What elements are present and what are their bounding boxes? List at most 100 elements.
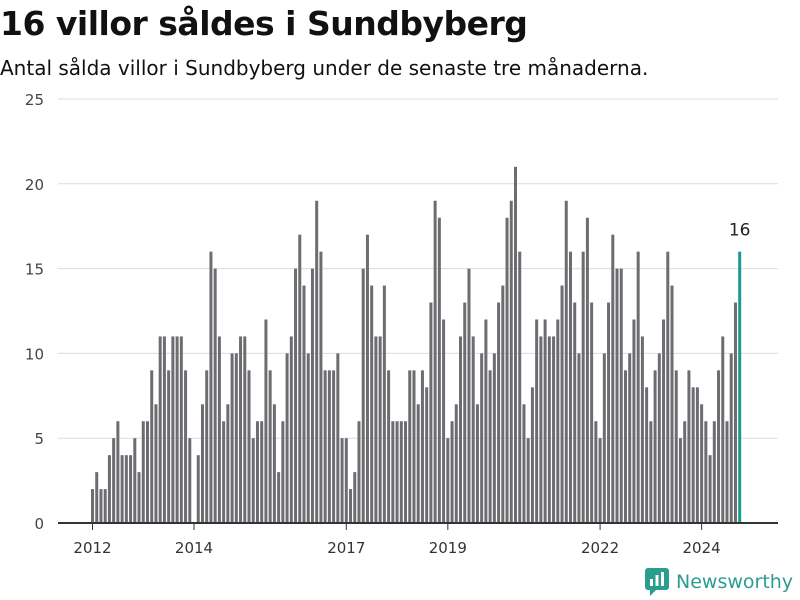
- bar: [454, 404, 458, 523]
- bar: [514, 166, 517, 523]
- bar: [497, 302, 501, 523]
- bar: [179, 336, 183, 523]
- bar: [560, 285, 564, 523]
- bar: [585, 217, 589, 523]
- bar: [336, 353, 340, 523]
- bar: [564, 200, 568, 523]
- y-tick-label: 20: [25, 176, 44, 194]
- bar: [395, 421, 399, 523]
- bar: [619, 268, 623, 523]
- bar: [196, 455, 200, 523]
- x-tick-label: 2022: [581, 539, 619, 557]
- x-tick-label: 2024: [683, 539, 721, 557]
- bar: [556, 319, 560, 523]
- bar: [552, 336, 556, 523]
- bar: [141, 421, 145, 523]
- bar: [255, 421, 259, 523]
- bar: [459, 336, 463, 523]
- bar: [162, 336, 166, 523]
- bar: [687, 370, 691, 523]
- bar: [590, 302, 594, 523]
- bar: [425, 387, 429, 523]
- bar: [382, 285, 386, 523]
- bar: [268, 370, 272, 523]
- brand-name: Newsworthy: [676, 571, 794, 593]
- bar: [120, 455, 124, 523]
- bar: [467, 268, 471, 523]
- bar: [302, 285, 306, 523]
- newsworthy-logo-icon: [645, 568, 669, 596]
- bar: [272, 404, 276, 523]
- bar: [340, 438, 344, 523]
- bar: [145, 421, 149, 523]
- bar: [222, 421, 226, 523]
- bar: [95, 472, 99, 523]
- bar: [289, 336, 293, 523]
- bar: [361, 268, 365, 523]
- bar: [294, 268, 298, 523]
- bar: [645, 387, 649, 523]
- bar: [277, 472, 281, 523]
- bar: [463, 302, 467, 523]
- y-tick-label: 5: [34, 430, 44, 448]
- bar: [598, 438, 602, 523]
- bar: [535, 319, 539, 523]
- bar: [518, 251, 522, 523]
- bar: [188, 438, 192, 523]
- bar: [437, 217, 441, 523]
- bar: [315, 200, 319, 523]
- bar: [150, 370, 154, 523]
- y-tick-label: 25: [25, 91, 44, 109]
- bar: [399, 421, 403, 523]
- bar: [416, 404, 420, 523]
- x-tick-label: 2012: [73, 539, 111, 557]
- bar: [712, 421, 716, 523]
- bar: [298, 234, 302, 523]
- bar: [683, 421, 687, 523]
- bar: [243, 336, 247, 523]
- bar: [636, 251, 640, 523]
- bar: [213, 268, 217, 523]
- bar: [99, 489, 103, 523]
- bar: [349, 489, 353, 523]
- bar: [539, 336, 543, 523]
- bar: [721, 336, 725, 523]
- bar: [327, 370, 331, 523]
- bar: [632, 319, 636, 523]
- bar: [175, 336, 179, 523]
- bar: [522, 404, 526, 523]
- bar: [657, 353, 661, 523]
- bar: [209, 251, 213, 523]
- bar: [154, 404, 158, 523]
- bar: [103, 489, 107, 523]
- bar: [729, 353, 733, 523]
- bar: [107, 455, 111, 523]
- bar: [251, 438, 255, 523]
- bar: [420, 370, 424, 523]
- bar: [446, 438, 450, 523]
- bar: [124, 455, 128, 523]
- bar: [691, 387, 695, 523]
- bar: [129, 455, 133, 523]
- bar: [543, 319, 547, 523]
- bar: [260, 421, 264, 523]
- bar: [319, 251, 323, 523]
- bar: [91, 489, 94, 523]
- bar: [704, 421, 708, 523]
- bar: [594, 421, 598, 523]
- bar-chart: 0 5 10 15 20 25 16 2012 2014 2017 2019 2022 2024: [25, 91, 778, 557]
- bar: [306, 353, 310, 523]
- bar: [217, 336, 221, 523]
- bar: [370, 285, 374, 523]
- bar: [581, 251, 585, 523]
- bar: [323, 370, 327, 523]
- bar: [200, 404, 204, 523]
- bar: [611, 234, 615, 523]
- bar: [607, 302, 611, 523]
- data-label: 16: [729, 221, 751, 241]
- bar: [374, 336, 378, 523]
- page-title: 16 villor såldes i Sundbyberg: [0, 4, 528, 43]
- bar: [353, 472, 357, 523]
- bar: [505, 217, 509, 523]
- bar: [573, 302, 577, 523]
